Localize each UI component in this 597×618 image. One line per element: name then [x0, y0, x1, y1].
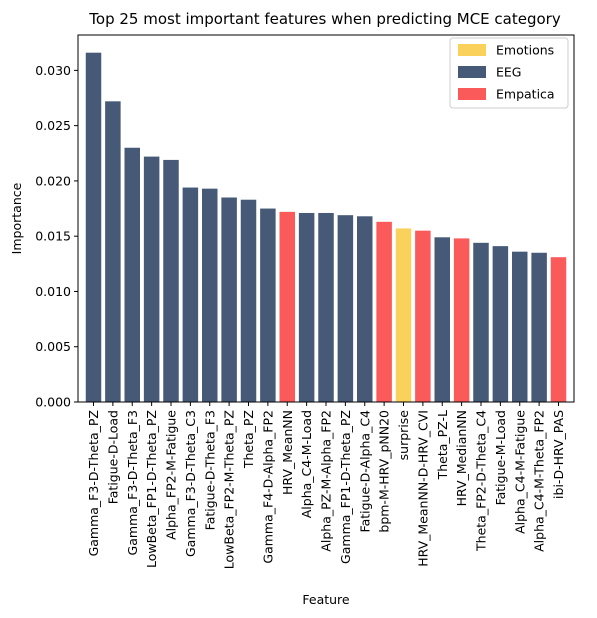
- x-tick-label-12: Alpha_PZ-M-Alpha_FP2: [319, 410, 334, 552]
- x-tick-label-7: LowBeta_FP2-M-Theta_PZ: [222, 410, 237, 569]
- bar-16: [395, 228, 412, 402]
- legend-label-0: Emotions: [496, 43, 554, 58]
- legend-swatch-0: [458, 44, 486, 56]
- x-tick-label-13: Gamma_FP1-D-Theta_PZ: [338, 410, 353, 564]
- chart-title: Top 25 most important features when pred…: [88, 10, 561, 28]
- legend-label-1: EEG: [496, 65, 521, 80]
- x-tick-label-11: Alpha_C4-M-Load: [299, 410, 314, 518]
- x-tick-label-22: Alpha_C4-M-Fatigue: [512, 410, 527, 534]
- x-tick-label-18: Theta_PZ-L: [435, 410, 450, 480]
- x-tick-label-14: Fatigue-D-Alpha_C4: [357, 410, 372, 533]
- bar-21: [492, 246, 509, 402]
- bar-6: [202, 188, 218, 402]
- y-tick-label-6: 0.030: [35, 63, 71, 78]
- x-tick-label-10: HRV_MeanNN: [280, 410, 295, 495]
- x-tick-label-9: Gamma_F4-D-Alpha_FP2: [260, 410, 275, 564]
- bar-5: [182, 187, 199, 402]
- x-tick-label-3: LowBeta_FP1-D-Theta_PZ: [144, 410, 159, 568]
- bar-19: [453, 238, 470, 402]
- bar-24: [550, 257, 567, 402]
- x-tick-label-4: Alpha_FP2-M-Fatigue: [164, 410, 179, 540]
- legend-swatch-1: [458, 66, 486, 78]
- x-tick-label-15: bpm-M-HRV_pNN20: [377, 410, 392, 533]
- x-tick-label-6: Fatigue-D-Theta_F3: [202, 410, 217, 530]
- bar-12: [318, 212, 334, 402]
- legend: Emotions EEG Empatica: [449, 37, 569, 109]
- bar-1: [105, 101, 121, 402]
- y-tick-label-4: 0.020: [35, 173, 71, 188]
- bar-23: [531, 252, 547, 402]
- bar-8: [240, 199, 257, 402]
- x-tick-label-1: Fatigue-D-Load: [105, 410, 120, 504]
- x-tick-label-2: Gamma_F3-D-Theta_F3: [125, 410, 140, 555]
- y-axis: 0.000 0.005 0.010 0.015 0.020 0.025 0.030: [35, 63, 78, 410]
- x-tick-label-23: Alpha_C4-M-Theta_FP2: [532, 410, 547, 552]
- bar-3: [143, 156, 160, 402]
- x-tick-label-16: surprise: [396, 410, 411, 461]
- x-tick-label-0: Gamma_F3-D-Theta_PZ: [86, 410, 101, 556]
- x-tick-label-20: Theta_FP2-D-Theta_C4: [474, 410, 489, 552]
- bar-22: [512, 251, 528, 402]
- bar-15: [376, 221, 392, 402]
- y-tick-label-1: 0.005: [35, 339, 71, 354]
- bar-9: [260, 208, 276, 402]
- bar-0: [85, 52, 102, 403]
- x-axis: Gamma_F3-D-Theta_PZ Fatigue-D-Load Gamma_F…: [86, 402, 566, 569]
- y-tick-label-5: 0.025: [35, 118, 71, 133]
- legend-label-2: Empatica: [496, 87, 555, 102]
- x-tick-label-19: HRV_MedianNN: [454, 410, 469, 506]
- legend-swatch-2: [458, 88, 486, 100]
- bar-13: [337, 215, 354, 402]
- bar-18: [434, 237, 450, 402]
- bar-14: [357, 216, 373, 402]
- bar-20: [473, 242, 489, 402]
- bar-2: [124, 147, 140, 402]
- y-tick-label-0: 0.000: [35, 395, 71, 410]
- bars-layer: [85, 52, 567, 403]
- x-axis-title: Feature: [302, 592, 350, 607]
- bar-7: [221, 197, 237, 402]
- x-tick-label-21: Fatigue-M-Load: [493, 410, 508, 505]
- x-tick-label-17: HRV_MeanNN-D-HRV_CVI: [415, 410, 430, 567]
- bar-10: [279, 211, 295, 402]
- bar-4: [163, 159, 179, 402]
- y-tick-label-2: 0.010: [35, 284, 71, 299]
- y-tick-label-3: 0.015: [35, 229, 71, 244]
- bar-17: [415, 230, 431, 402]
- x-tick-label-5: Gamma_F3-D-Theta_C3: [183, 410, 198, 557]
- plot-frame: [77, 34, 575, 403]
- x-tick-label-8: Theta_PZ: [241, 410, 256, 469]
- y-axis-title: Importance: [9, 182, 24, 254]
- x-tick-label-24: ibi-D-HRV_PAS: [551, 410, 566, 499]
- bar-11: [298, 212, 315, 402]
